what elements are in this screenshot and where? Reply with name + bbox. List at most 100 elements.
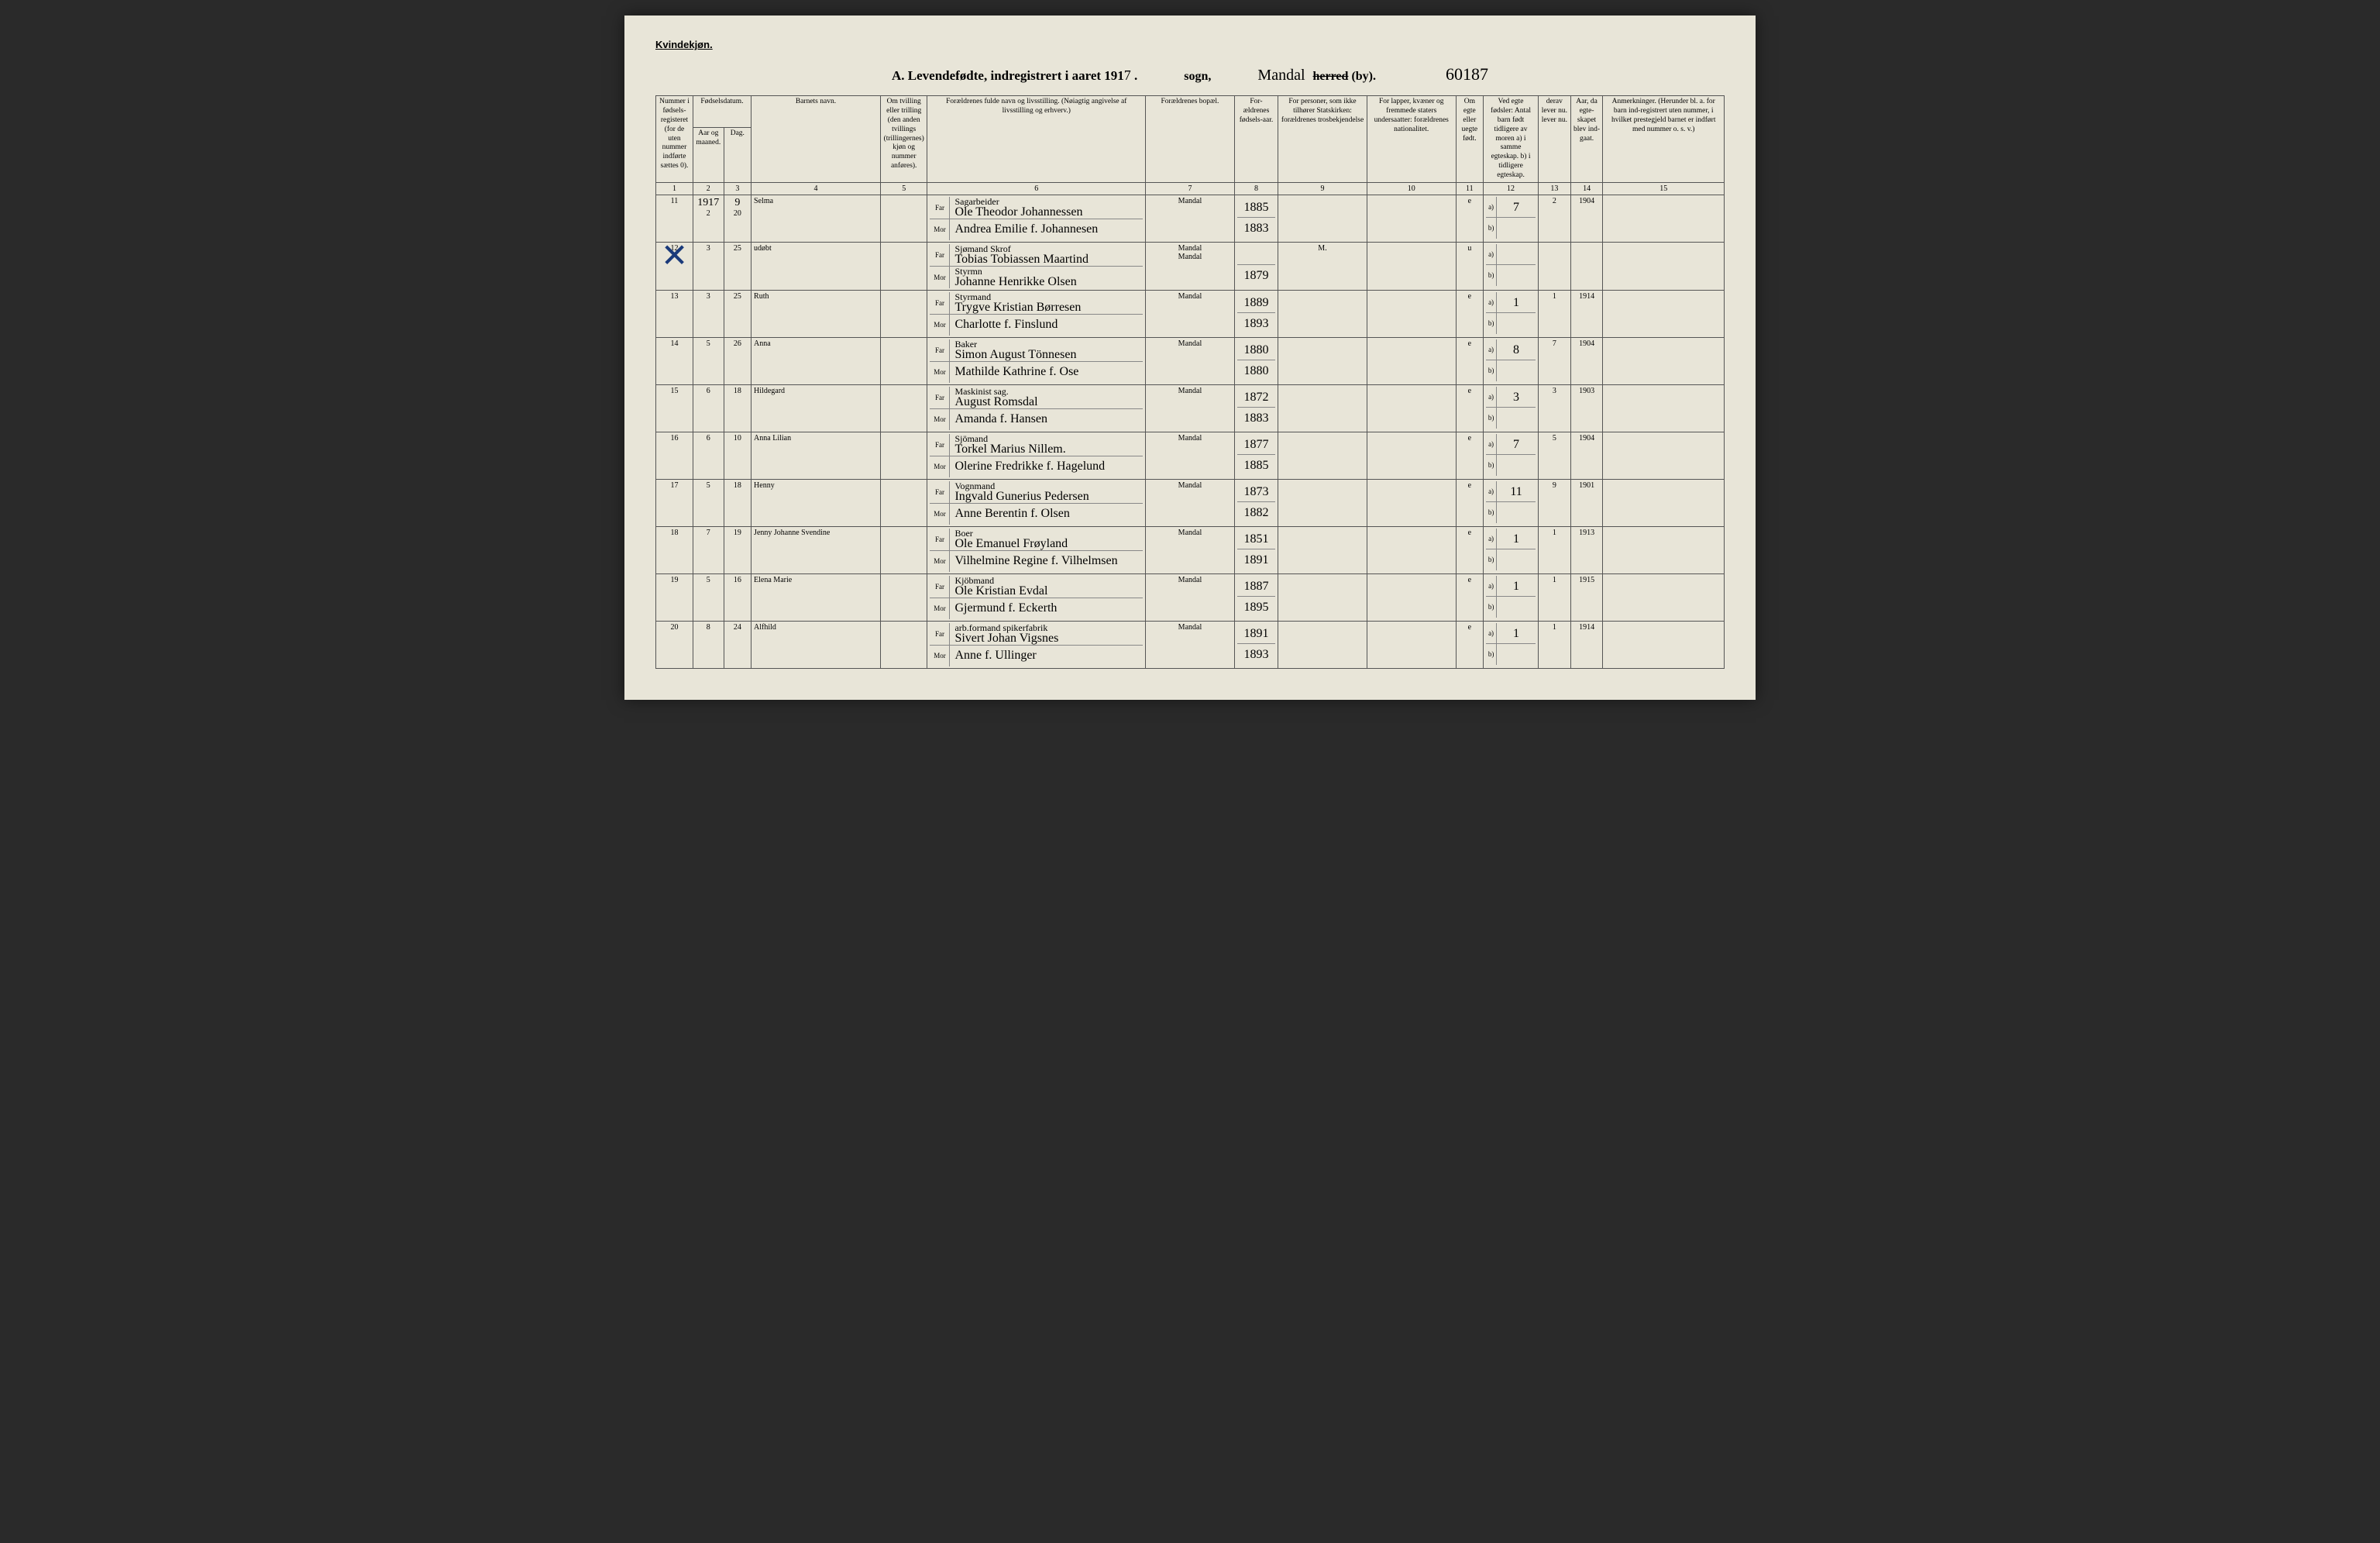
twin-info: [880, 242, 927, 290]
col4-header: Barnets navn.: [751, 96, 881, 183]
parents-cell: FarKjöbmandOle Kristian EvdalMorGjermund…: [927, 573, 1146, 621]
religion: [1278, 432, 1367, 479]
mor-label: Mor: [930, 219, 950, 240]
prior-children: a)1b): [1484, 526, 1539, 573]
entry-number: 16: [656, 432, 693, 479]
child-name: Selma: [751, 195, 881, 242]
legitimate: e: [1456, 384, 1483, 432]
mother-name: Andrea Emilie f. Johannesen: [950, 223, 1098, 236]
birth-month: 3: [693, 290, 724, 337]
residence: Mandal: [1146, 384, 1235, 432]
twin-info: [880, 621, 927, 668]
mor-label: Mor: [930, 409, 950, 430]
twin-info: [880, 195, 927, 242]
table-row: 20824AlfhildFararb.formand spikerfabrikS…: [656, 621, 1725, 668]
twin-info: [880, 573, 927, 621]
child-name: Anna: [751, 337, 881, 384]
remarks: [1603, 290, 1725, 337]
religion: [1278, 526, 1367, 573]
col15-header: Anmerkninger. (Herunder bl. a. for barn …: [1603, 96, 1725, 183]
birth-month: 8: [693, 621, 724, 668]
parents-cell: FarStyrmandTrygve Kristian BørresenMorCh…: [927, 290, 1146, 337]
surviving: 9: [1538, 479, 1570, 526]
mother-name: Vilhelmine Regine f. Vilhelmsen: [950, 555, 1117, 567]
parent-birthyears: 18891893: [1234, 290, 1278, 337]
table-row: 18719Jenny Johanne SvendineFarBoerOle Em…: [656, 526, 1725, 573]
marriage-year: 1901: [1570, 479, 1603, 526]
child-name: Hildegard: [751, 384, 881, 432]
remarks: [1603, 242, 1725, 290]
col8-header: For-ældrenes fødsels-aar.: [1234, 96, 1278, 183]
parents-cell: FarMaskinist sag.August RomsdalMorAmanda…: [927, 384, 1146, 432]
nationality: [1367, 337, 1456, 384]
marriage-year: 1904: [1570, 195, 1603, 242]
birth-day: 16: [724, 573, 751, 621]
child-name: Alfhild: [751, 621, 881, 668]
far-label: Far: [930, 244, 950, 266]
surviving: 1: [1538, 526, 1570, 573]
table-row: 16610Anna LilianFarSjömandTorkel Marius …: [656, 432, 1725, 479]
residence: MandalMandal: [1146, 242, 1235, 290]
entry-number: 17: [656, 479, 693, 526]
religion: [1278, 479, 1367, 526]
gender-label: Kvindekjøn.: [655, 39, 1725, 50]
birth-day: 10: [724, 432, 751, 479]
marriage-year: 1915: [1570, 573, 1603, 621]
entry-number: 20: [656, 621, 693, 668]
parent-birthyears: 18721883: [1234, 384, 1278, 432]
surviving: 1: [1538, 290, 1570, 337]
residence: Mandal: [1146, 526, 1235, 573]
herred-handwritten: Mandal: [1257, 67, 1305, 84]
col2-3-top: Fødselsdatum.: [693, 96, 751, 128]
child-name: Anna Lilian: [751, 432, 881, 479]
herred-block: Mandal herred (by).: [1257, 67, 1376, 84]
mor-label: Mor: [930, 267, 950, 288]
twin-info: [880, 337, 927, 384]
mor-label: Mor: [930, 551, 950, 572]
birth-day: 26: [724, 337, 751, 384]
surviving: 5: [1538, 432, 1570, 479]
religion: [1278, 290, 1367, 337]
nationality: [1367, 195, 1456, 242]
register-page: Kvindekjøn. A. Levendefødte, indregistre…: [624, 15, 1756, 700]
parents-cell: FarVognmandIngvald Gunerius PedersenMorA…: [927, 479, 1146, 526]
father-name: BakerSimon August Tönnesen: [950, 339, 1076, 361]
far-label: Far: [930, 529, 950, 550]
birth-month: 6: [693, 432, 724, 479]
twin-info: [880, 526, 927, 573]
twin-info: [880, 384, 927, 432]
col11-header: Om egte eller uegte født.: [1456, 96, 1483, 183]
twin-info: [880, 432, 927, 479]
birth-month: 5: [693, 479, 724, 526]
far-label: Far: [930, 339, 950, 361]
religion: [1278, 195, 1367, 242]
table-body: 1119172920SelmaFarSagarbeiderOle Theodor…: [656, 195, 1725, 668]
entry-number: 14: [656, 337, 693, 384]
marriage-year: 1904: [1570, 337, 1603, 384]
legitimate: e: [1456, 573, 1483, 621]
col12-header: Ved egte fødsler: Antal barn født tidlig…: [1484, 96, 1539, 183]
mother-name: Amanda f. Hansen: [950, 413, 1047, 425]
title-prefix: A. Levendefødte, indregistrert i aaret 1…: [892, 68, 1124, 83]
remarks: [1603, 195, 1725, 242]
birth-month: 6: [693, 384, 724, 432]
entry-number: 11: [656, 195, 693, 242]
parent-birthyears: 1879: [1234, 242, 1278, 290]
nationality: [1367, 526, 1456, 573]
far-label: Far: [930, 576, 950, 598]
birth-month: 19172: [693, 195, 724, 242]
nationality: [1367, 479, 1456, 526]
entry-number: 12✕: [656, 242, 693, 290]
mother-name: Mathilde Kathrine f. Ose: [950, 366, 1078, 378]
twin-info: [880, 290, 927, 337]
twin-info: [880, 479, 927, 526]
parent-birthyears: 18851883: [1234, 195, 1278, 242]
remarks: [1603, 384, 1725, 432]
residence: Mandal: [1146, 573, 1235, 621]
mother-name: Olerine Fredrikke f. Hagelund: [950, 460, 1105, 473]
father-name: SjömandTorkel Marius Nillem.: [950, 434, 1065, 456]
religion: [1278, 337, 1367, 384]
residence: Mandal: [1146, 432, 1235, 479]
parents-cell: FarSagarbeiderOle Theodor JohannessenMor…: [927, 195, 1146, 242]
sogn-label: sogn,: [1184, 70, 1211, 84]
